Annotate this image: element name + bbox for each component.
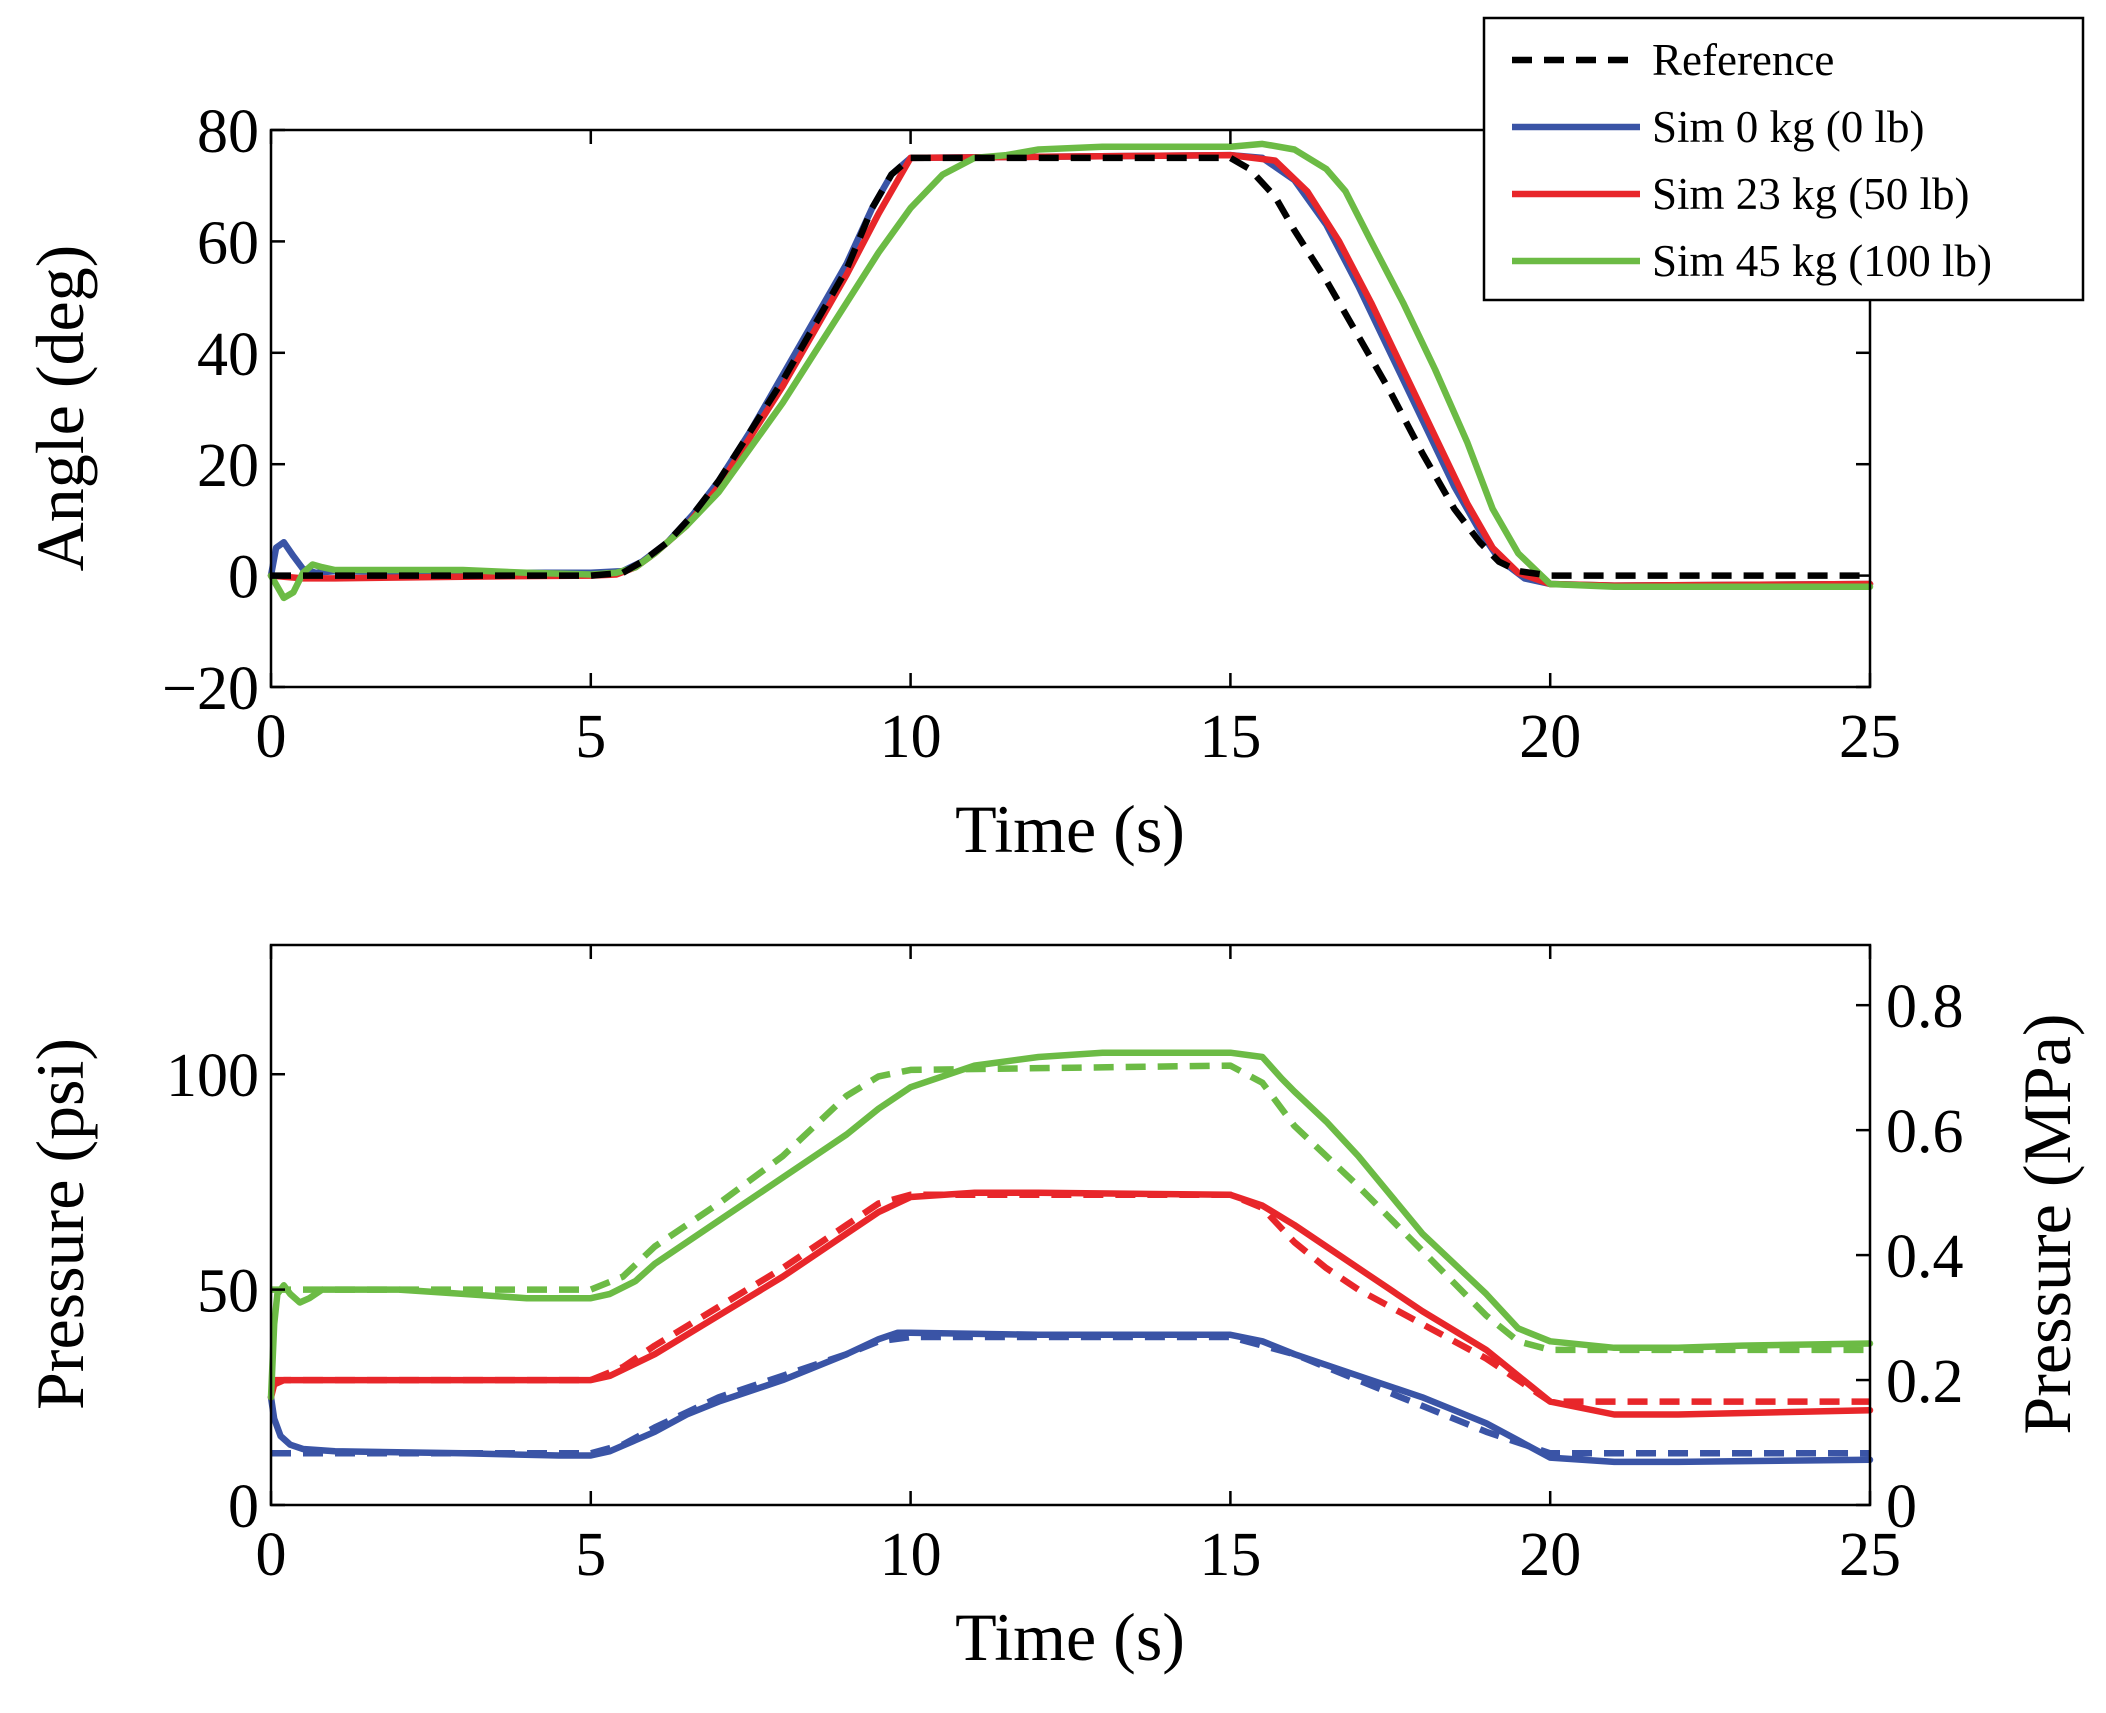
xtick-label: 5 [575, 703, 606, 771]
series-line-1-1 [267, 1329, 1874, 1466]
legend-label: Sim 23 kg (50 lb) [1652, 169, 1970, 219]
series-line-0-0 [271, 154, 1870, 579]
ytick-label: 50 [197, 1258, 259, 1326]
xtick-label: 25 [1839, 1521, 1901, 1589]
pressure-chart-ticks [269, 945, 1872, 1507]
series-line-0-3 [267, 140, 1874, 602]
ytick-right-label: 0.6 [1886, 1098, 1964, 1166]
legend: Reference Sim 0 kg (0 lb) Sim 23 kg (50 lb… [1482, 16, 2085, 302]
xtick-label: 15 [1199, 703, 1261, 771]
ytick-right-label: 0.4 [1886, 1223, 1964, 1291]
pressure-chart-ylabel-left: Pressure (psi) [22, 1038, 98, 1410]
series-line-1-3 [267, 1189, 1874, 1418]
xtick-label: 5 [575, 1521, 606, 1589]
ytick-label: −20 [162, 655, 259, 723]
xtick-label: 15 [1199, 1521, 1261, 1589]
legend-label: Reference [1652, 35, 1834, 85]
xtick-label: 25 [1839, 703, 1901, 771]
xtick-label: 0 [256, 703, 287, 771]
ytick-label: 20 [197, 432, 259, 500]
angle-chart-xlabel: Time (s) [955, 791, 1185, 867]
legend-box [1482, 16, 2085, 302]
ytick-label: 80 [197, 98, 259, 166]
ytick-label: 0 [228, 544, 259, 612]
series-line-1-4 [271, 1062, 1870, 1354]
angle-chart-ylabel: Angle (deg) [22, 245, 98, 572]
pressure-chart-ylabel-right: Pressure (MPa) [2009, 1013, 2085, 1434]
xtick-label: 10 [880, 703, 942, 771]
xtick-label: 20 [1519, 1521, 1581, 1589]
legend-label: Sim 0 kg (0 lb) [1652, 102, 1925, 152]
pressure-chart-xlabel: Time (s) [955, 1599, 1185, 1675]
ytick-right-label: 0.2 [1886, 1348, 1964, 1416]
angle-chart-lines [267, 140, 1874, 602]
angle-chart-frame [269, 128, 1872, 689]
series-line-1-5 [267, 1049, 1874, 1401]
pressure-chart-lines [267, 1049, 1874, 1466]
pressure-chart-frame [269, 943, 1872, 1507]
series-line-1-0 [271, 1333, 1870, 1457]
ytick-label: 100 [166, 1042, 259, 1110]
legend-label: Sim 45 kg (100 lb) [1652, 236, 1992, 286]
ytick-label: 40 [197, 321, 259, 389]
ytick-label: 60 [197, 209, 259, 277]
ytick-label: 0 [228, 1473, 259, 1541]
xtick-label: 10 [880, 1521, 942, 1589]
xtick-label: 0 [256, 1521, 287, 1589]
ytick-right-label: 0 [1886, 1473, 1917, 1541]
ytick-right-label: 0.8 [1886, 973, 1964, 1041]
xtick-label: 20 [1519, 703, 1581, 771]
